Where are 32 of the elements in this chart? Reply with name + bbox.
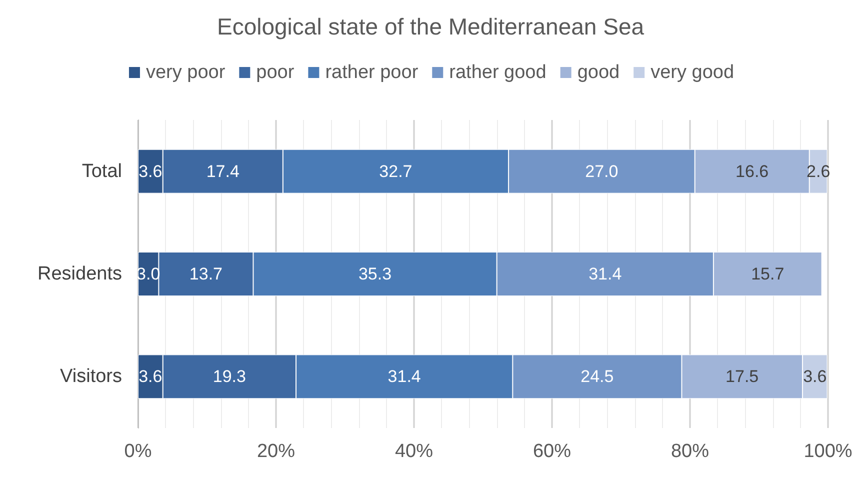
data-label: 3.6 (803, 367, 827, 386)
x-tick-label: 40% (394, 441, 434, 462)
data-label: 15.7 (751, 264, 784, 284)
data-label: 13.7 (189, 264, 223, 284)
data-label: 3.6 (138, 162, 162, 181)
legend-label: very poor (146, 62, 226, 83)
data-label: 16.6 (736, 162, 769, 181)
data-label: 35.3 (358, 264, 392, 284)
data-label: 31.4 (588, 264, 622, 284)
data-label: 27.0 (585, 162, 618, 181)
legend-label: very good (650, 62, 734, 83)
data-label: 32.7 (379, 162, 412, 181)
data-label: 19.3 (212, 367, 246, 386)
data-label: 31.4 (388, 367, 421, 386)
y-tick-label: Residents (38, 264, 122, 284)
data-label: 17.5 (726, 367, 759, 386)
legend-label: good (577, 62, 620, 83)
chart-title: Ecological state of the Mediterranean Sea (216, 14, 644, 40)
x-tick-label: 60% (532, 441, 572, 462)
data-label: 17.4 (206, 162, 240, 181)
data-label: 24.5 (580, 367, 614, 386)
y-tick-label: Visitors (60, 366, 122, 388)
data-label: 3.6 (138, 367, 162, 386)
x-tick-label: 20% (256, 441, 296, 462)
x-tick-label: 80% (670, 441, 710, 462)
legend-label: rather good (449, 62, 546, 83)
legend-label: poor (256, 62, 295, 83)
y-tick-label: Total (82, 160, 122, 182)
x-tick-label: 100% (804, 441, 852, 462)
legend-label: rather poor (325, 62, 419, 83)
data-label: 2.6 (806, 162, 830, 181)
x-tick-label: 0% (124, 441, 152, 462)
